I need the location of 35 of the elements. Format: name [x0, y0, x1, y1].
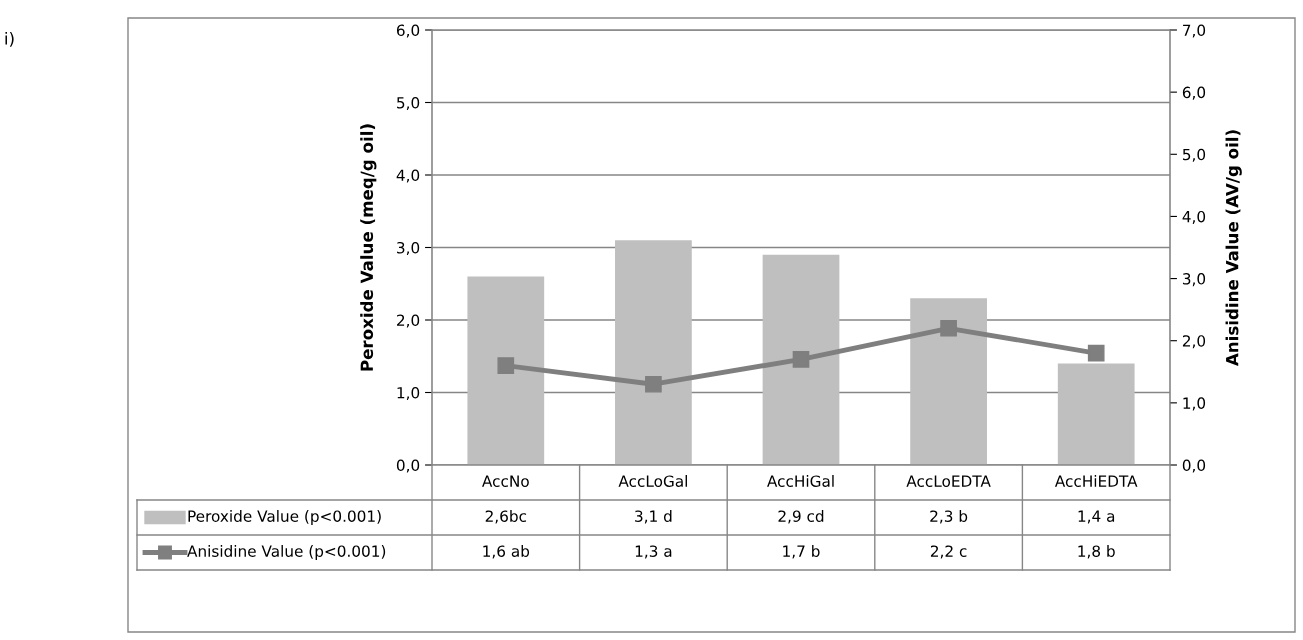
y2-tick-label: 3,0: [1182, 273, 1206, 287]
data-label: 1,3 a: [635, 545, 672, 559]
y2-tick-label: 2,0: [1182, 335, 1206, 349]
y2-tick-label: 5,0: [1182, 148, 1206, 162]
data-label: 2,2 c: [930, 545, 967, 559]
x-tick-label: AccLoEDTA: [906, 475, 991, 487]
y2-tick-label: 6,0: [1182, 86, 1206, 100]
x-tick-label: AccHiGal: [767, 475, 834, 487]
data-label: 2,9 cd: [778, 510, 824, 524]
y-tick-label: 2,0: [397, 314, 420, 328]
x-tick-label: AccNo: [482, 475, 529, 487]
y2-tick-label: 7,0: [1183, 24, 1206, 38]
y-tick-label: 4,0: [396, 169, 420, 183]
y-tick-label: 5,0: [397, 96, 420, 111]
text: i): [5, 31, 14, 47]
y-axis-title: Peroxide Value (meq/g oil): [360, 124, 377, 371]
y2-axis-title: Anisidine Value (AV/g oil): [1225, 130, 1242, 367]
y-tick-label: 1,0: [397, 386, 420, 401]
data-label: 1,8 b: [1078, 545, 1115, 559]
x-tick-label: AccHiEDTA: [1054, 475, 1138, 487]
data-label: 1,4 a: [1078, 510, 1115, 524]
data-label: 2,3 b: [930, 510, 968, 524]
x-tick-label: AccLoGal: [618, 475, 687, 487]
y-tick-label: 6,0: [396, 24, 420, 38]
legend-label: Peroxide Value (p<0.001): [188, 510, 381, 525]
y2-tick-label: 1,0: [1183, 397, 1206, 411]
data-label: 3,1 d: [635, 510, 672, 524]
data-label: 1,6 ab: [483, 545, 530, 559]
y2-tick-label: 0,0: [1182, 459, 1206, 473]
y-tick-label: 3,0: [397, 241, 420, 256]
data-label: 1,7 b: [783, 545, 820, 559]
data-label: 2,6bc: [485, 510, 527, 524]
y-tick-label: 0,0: [396, 459, 420, 473]
y2-tick-label: 4,0: [1182, 210, 1206, 225]
legend-label: Anisidine Value (p<0.001): [187, 545, 386, 560]
